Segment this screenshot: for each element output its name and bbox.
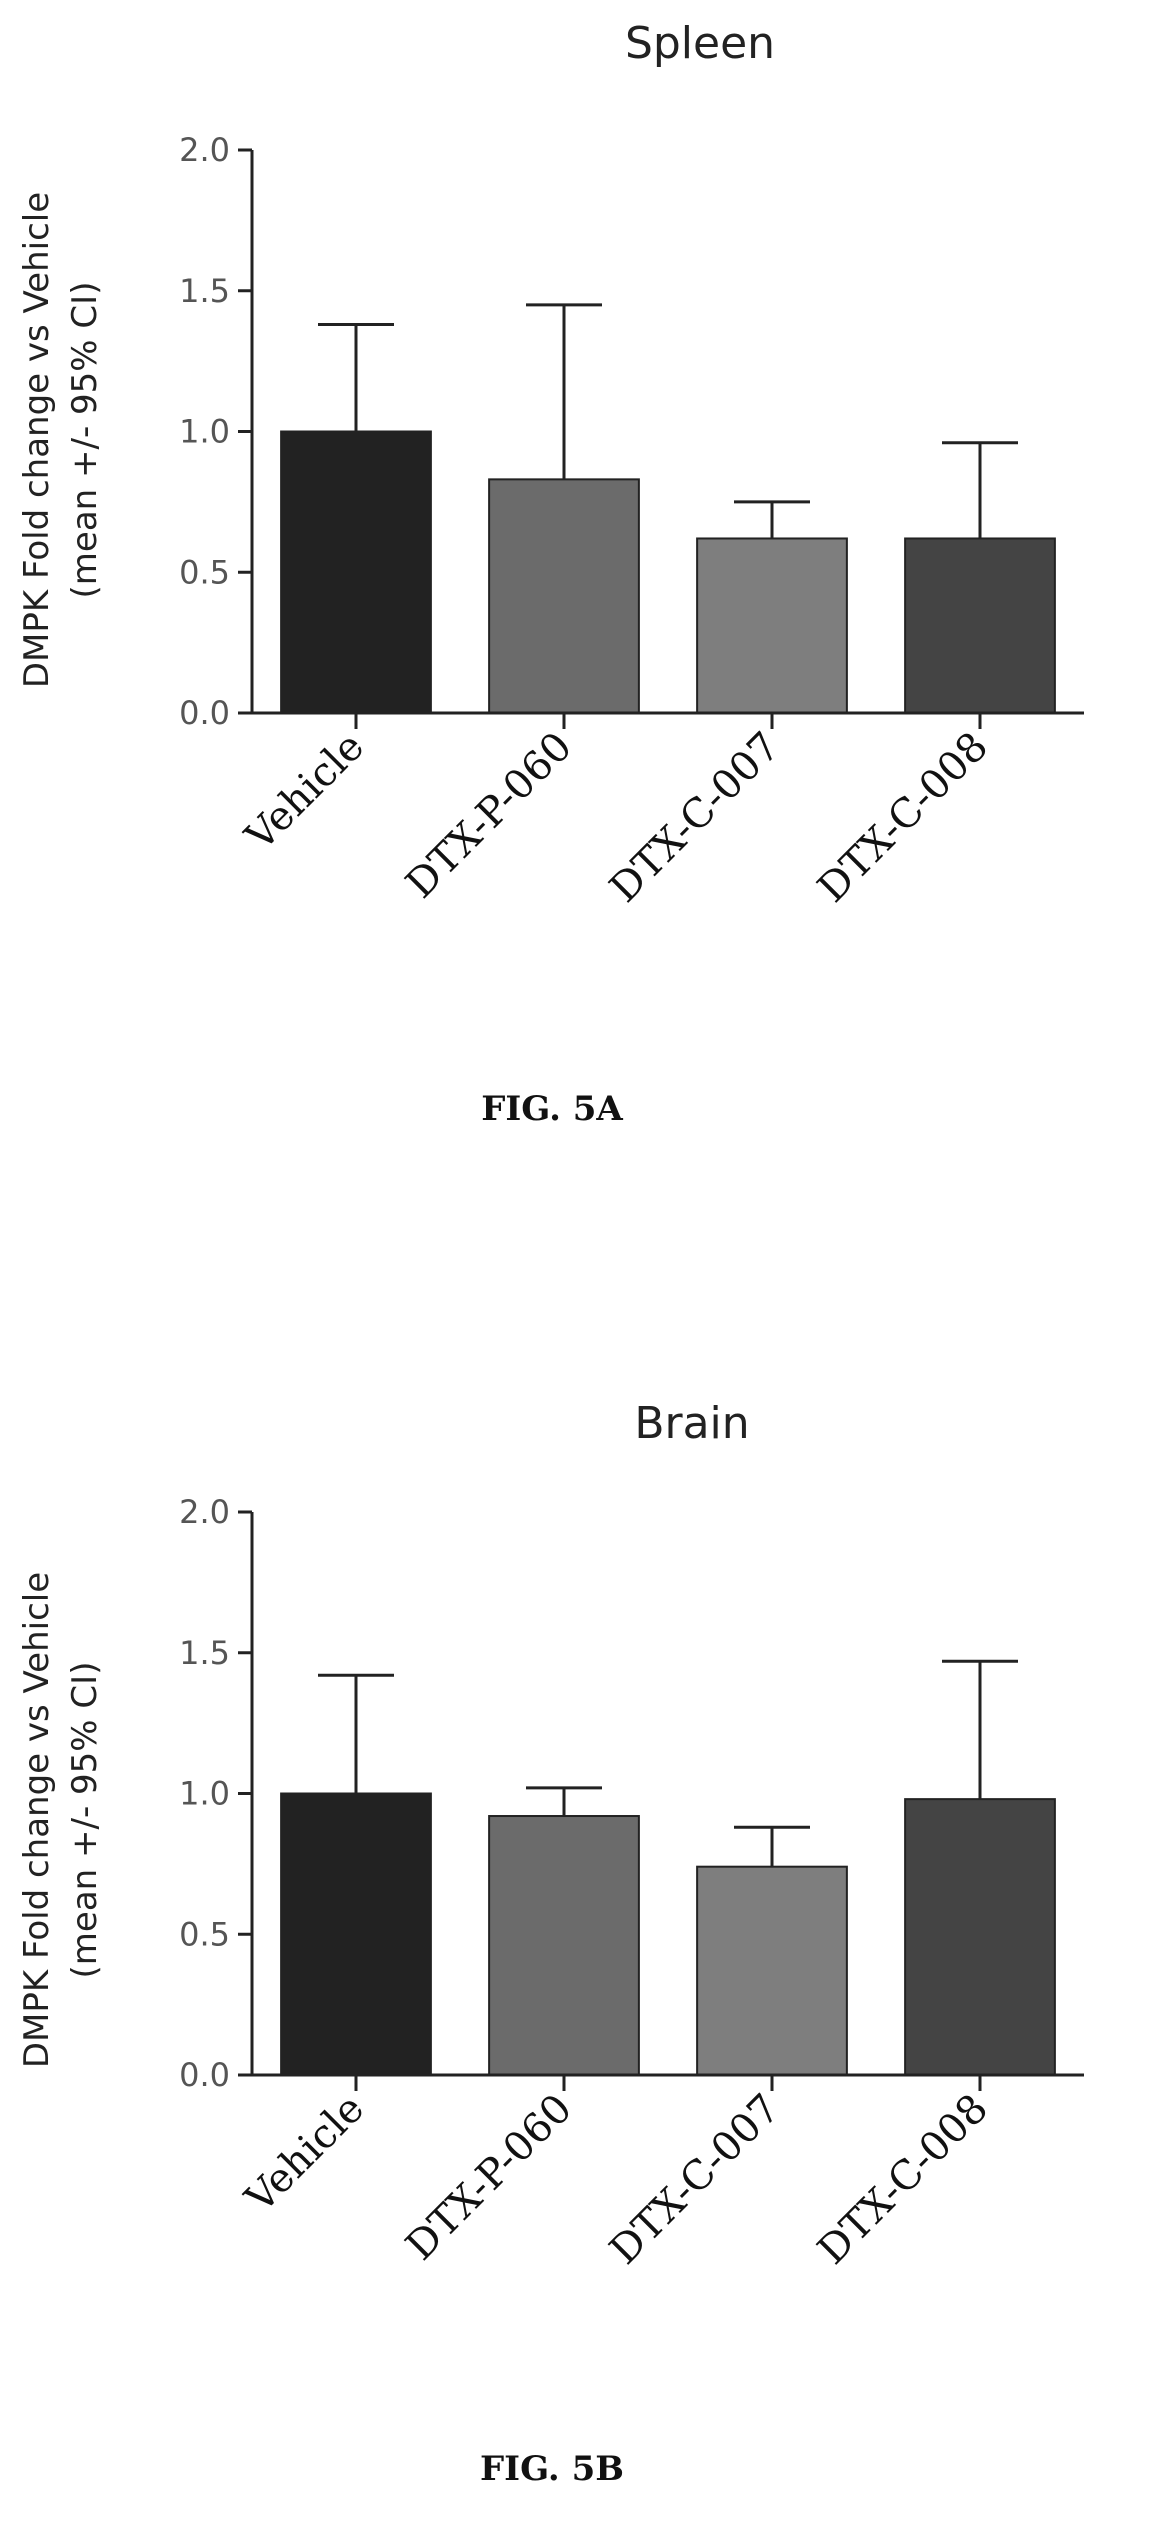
chart-brain: Brain DMPK Fold change vs Vehicle (mean … [17, 1398, 1084, 2489]
chart-spleen: Spleen DMPK Fold change vs Vehicle (mean… [17, 18, 1084, 1129]
y-tick-label-3: 1.5 [179, 272, 230, 310]
bar-1 [488, 1815, 640, 2077]
y-tick-label-4: 2.0 [179, 131, 230, 169]
x-category-group: Vehicle DTX-P-060 DTX-C-007 DTX-C-008 [236, 724, 997, 912]
x-category-label-0: Vehicle [236, 724, 373, 861]
bar-3 [904, 1798, 1056, 2076]
x-category-group: Vehicle DTX-P-060 DTX-C-007 DTX-C-008 [236, 2086, 997, 2274]
y-tick-group: 0.0 0.5 1.0 1.5 2.0 [179, 1493, 252, 2094]
chart-title: Brain [634, 1398, 749, 1449]
y-tick-group: 0.0 0.5 1.0 1.5 2.0 [179, 131, 252, 732]
y-tick-label-4: 2.0 [179, 1493, 230, 1531]
chart-title: Spleen [625, 18, 775, 69]
y-axis-label-line-1: DMPK Fold change vs Vehicle [17, 1572, 57, 2068]
x-category-label-2: DTX-C-007 [601, 724, 789, 912]
figure-label: FIG. 5B [480, 2449, 624, 2489]
y-tick-label-1: 0.5 [179, 553, 230, 591]
y-axis-label-line-2: (mean +/- 95% CI) [65, 1662, 105, 1979]
y-tick-label-0: 0.0 [179, 694, 230, 732]
y-tick-label-1: 0.5 [179, 1915, 230, 1953]
x-category-label-3: DTX-C-008 [809, 2086, 997, 2274]
y-tick-label-2: 1.0 [179, 413, 230, 451]
error-bar-group [318, 303, 1018, 539]
x-category-label-0: Vehicle [236, 2086, 373, 2223]
bar-1 [488, 478, 640, 715]
figure-label: FIG. 5A [481, 1089, 623, 1129]
y-axis-label-line-1: DMPK Fold change vs Vehicle [17, 192, 57, 688]
y-axis-label-line-2: (mean +/- 95% CI) [65, 282, 105, 599]
bar-0 [280, 1792, 432, 2076]
x-category-label-2: DTX-C-007 [601, 2086, 789, 2274]
y-tick-label-2: 1.0 [179, 1775, 230, 1813]
bar-group [280, 430, 1056, 715]
bar-2 [696, 537, 848, 714]
bar-2 [696, 1865, 848, 2076]
x-category-label-1: DTX-P-060 [397, 724, 581, 908]
bar-3 [904, 537, 1056, 714]
y-tick-label-3: 1.5 [179, 1634, 230, 1672]
y-tick-label-0: 0.0 [179, 2056, 230, 2094]
x-category-label-1: DTX-P-060 [397, 2086, 581, 2270]
bar-0 [280, 430, 432, 714]
bar-group [280, 1792, 1056, 2077]
error-bar-group [318, 1659, 1018, 1867]
x-category-label-3: DTX-C-008 [809, 724, 997, 912]
